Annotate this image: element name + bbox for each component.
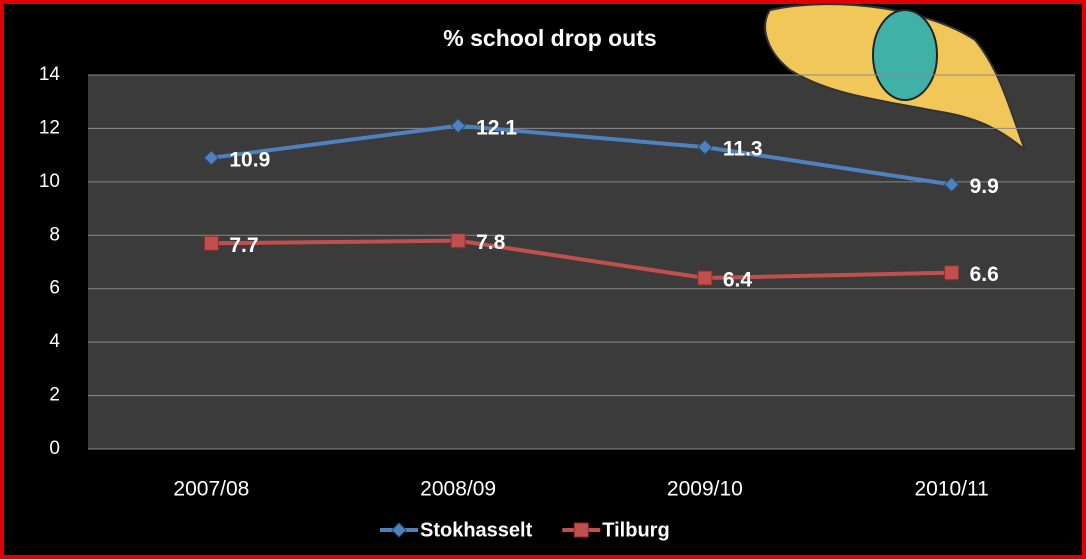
marker: [698, 271, 712, 285]
data-label: 6.6: [970, 263, 999, 286]
y-tick-label: 10: [39, 171, 60, 192]
y-tick-label: 2: [49, 385, 60, 406]
data-label: 7.8: [476, 231, 506, 254]
marker: [451, 234, 465, 248]
data-label: 11.3: [723, 138, 763, 161]
y-tick-label: 4: [49, 331, 60, 352]
legend-label: Stokhasselt: [420, 519, 533, 541]
data-label: 7.7: [229, 234, 258, 257]
x-tick-label: 2010/11: [914, 478, 988, 501]
data-label: 12.1: [476, 116, 517, 139]
y-tick-label: 6: [49, 278, 60, 299]
x-tick-label: 2007/08: [173, 478, 249, 501]
marker: [945, 266, 959, 280]
cartoon-head: [873, 10, 937, 100]
chart-title: % school drop outs: [443, 25, 656, 51]
plot-area: [88, 75, 1075, 449]
data-label: 9.9: [970, 175, 999, 198]
marker: [574, 523, 588, 537]
legend: Stokhasselt Tilburg: [380, 519, 670, 541]
y-tick-label: 12: [39, 117, 60, 138]
marker: [204, 236, 218, 250]
chart: % school drop outs Stokhasselt Tilburg 0 2…: [0, 0, 1086, 559]
data-label: 10.9: [229, 148, 270, 171]
legend-label: Tilburg: [602, 519, 669, 541]
x-tick-label: 2009/10: [667, 478, 743, 501]
y-tick-label: 0: [49, 438, 60, 459]
y-tick-label: 8: [49, 224, 60, 245]
data-label: 6.4: [723, 269, 753, 292]
y-tick-label: 14: [39, 64, 61, 85]
x-tick-label: 2008/09: [420, 478, 496, 501]
